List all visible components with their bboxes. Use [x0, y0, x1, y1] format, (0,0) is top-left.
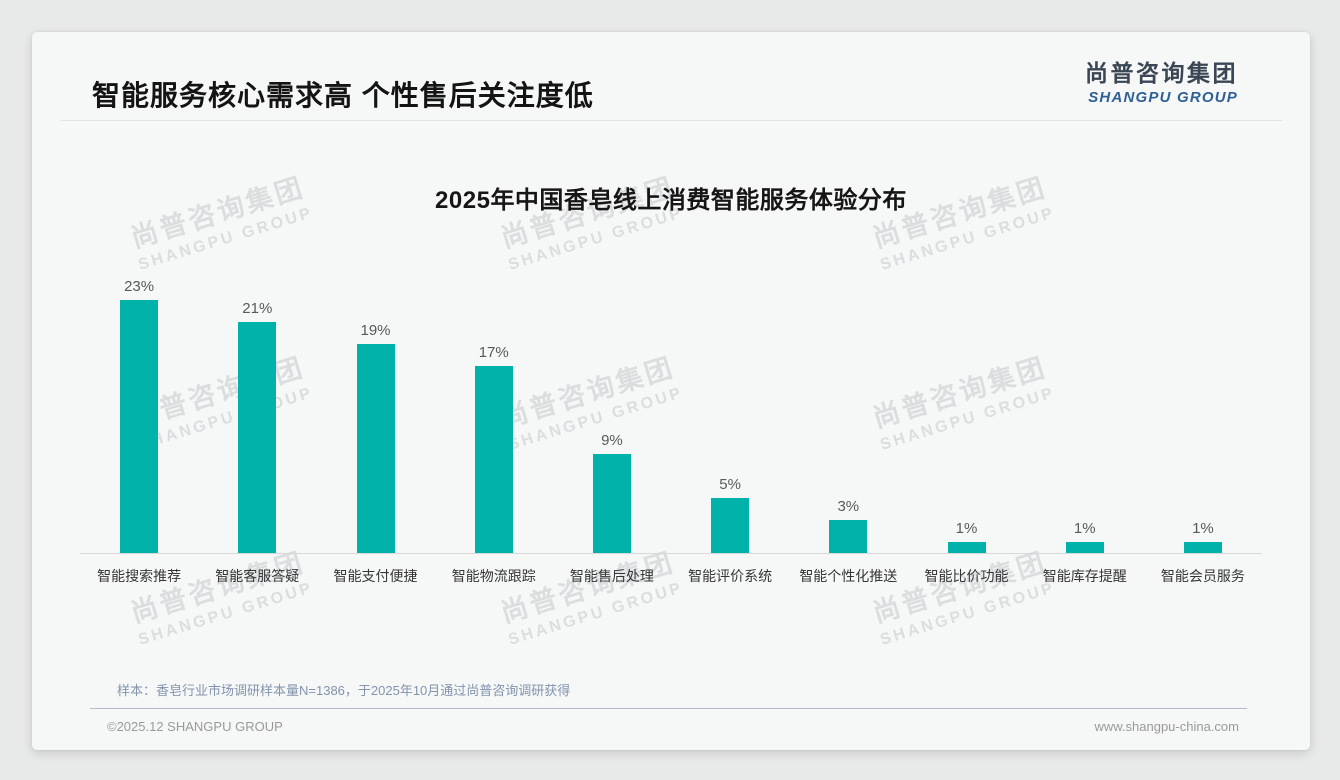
bar-column: 3%	[789, 498, 907, 553]
bar-value-label: 19%	[360, 322, 391, 339]
bar-value-label: 1%	[955, 520, 978, 537]
watermark: 尚普咨询集团 SHANGPU GROUP	[124, 540, 315, 650]
bar-value-label: 23%	[124, 278, 155, 295]
category-label: 智能客服答疑	[215, 568, 300, 584]
bar-value-label: 21%	[242, 300, 273, 317]
category-label: 智能售后处理	[569, 568, 654, 584]
logo-cn-text: 尚普咨询集团	[1085, 60, 1238, 86]
category-label: 智能搜索推荐	[97, 568, 182, 584]
watermark-en-text: SHANGPU GROUP	[136, 579, 316, 649]
watermark: 尚普咨询集团 SHANGPU GROUP	[866, 540, 1057, 650]
website-url: www.shangpu-china.com	[1094, 719, 1239, 734]
company-logo: 尚普咨询集团 SHANGPU GROUP	[1085, 54, 1238, 106]
bar-chart-plot-area: 23% 21% 19% 17% 9% 5% 3% 1% 1% 1%	[80, 278, 1262, 554]
slide-card: 尚普咨询集团 SHANGPU GROUP 尚普咨询集团 SHANGPU GROUP 尚普…	[32, 32, 1310, 750]
bar-value-label: 1%	[1192, 520, 1214, 537]
bar	[711, 498, 750, 553]
category-axis: 智能搜索推荐 智能客服答疑 智能支付便捷 智能物流跟踪 智能售后处理 智能评价系统 智能个性…	[80, 566, 1262, 586]
bar-column: 17%	[435, 344, 553, 553]
chart-title: 2025年中国香皂线上消费智能服务体验分布	[435, 187, 907, 214]
bar	[238, 322, 277, 553]
bar	[592, 454, 631, 553]
footer: ©2025.12 SHANGPU GROUP www.shangpu-china…	[107, 719, 1239, 734]
copyright-text: ©2025.12 SHANGPU GROUP	[107, 719, 283, 734]
bar-column: 5%	[671, 476, 789, 553]
bar-column: 1%	[907, 520, 1025, 553]
bar	[1065, 542, 1104, 553]
category-label: 智能评价系统	[688, 568, 773, 584]
bar-column: 1%	[1026, 520, 1144, 553]
category-label: 智能库存提醒	[1042, 568, 1127, 584]
watermark: 尚普咨询集团 SHANGPU GROUP	[494, 540, 685, 650]
watermark-en-text: SHANGPU GROUP	[878, 579, 1058, 649]
watermark-en-text: SHANGPU GROUP	[506, 579, 686, 649]
bar	[947, 542, 986, 553]
bar-value-label: 1%	[1073, 520, 1096, 537]
bar	[1183, 542, 1222, 553]
bar-value-label: 9%	[601, 432, 623, 449]
bar-column: 21%	[198, 300, 316, 553]
bar-value-label: 3%	[837, 498, 860, 515]
bar	[829, 520, 868, 553]
bar-column: 1%	[1144, 520, 1262, 553]
header-divider	[60, 120, 1282, 121]
bar	[474, 366, 513, 553]
logo-en-text: SHANGPU GROUP	[1088, 89, 1238, 106]
sample-note: 样本：香皂行业市场调研样本量N=1386，于2025年10月通过尚普咨询调研获得	[117, 683, 571, 698]
bar	[120, 300, 159, 553]
bar-value-label: 5%	[719, 476, 741, 493]
bar-column: 23%	[80, 278, 198, 553]
bar-column: 19%	[316, 322, 434, 553]
bar-column: 9%	[553, 432, 671, 553]
category-label: 智能会员服务	[1160, 568, 1245, 584]
slide-title: 智能服务核心需求高 个性售后关注度低	[92, 80, 594, 111]
bar	[356, 344, 395, 553]
category-label: 智能物流跟踪	[451, 568, 536, 584]
footer-divider	[90, 708, 1247, 709]
category-label: 智能个性化推送	[799, 568, 898, 584]
bar-value-label: 17%	[478, 344, 509, 361]
category-label: 智能支付便捷	[333, 568, 418, 584]
category-label: 智能比价功能	[924, 568, 1009, 584]
